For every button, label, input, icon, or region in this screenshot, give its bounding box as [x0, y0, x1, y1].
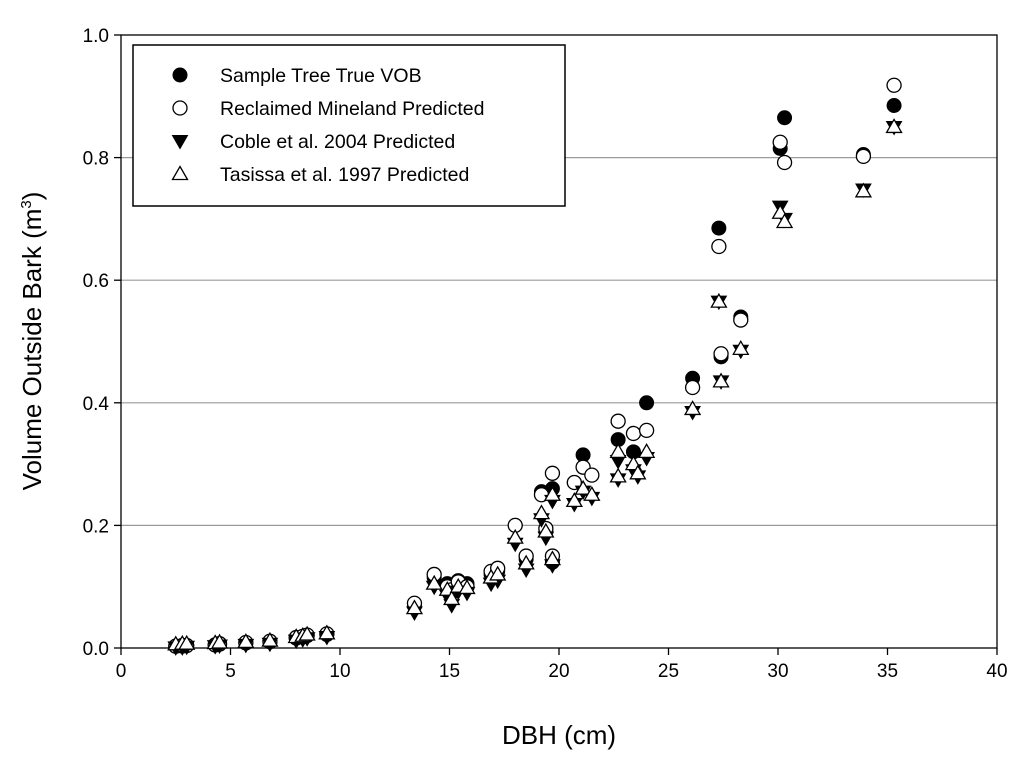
data-point: [458, 579, 476, 595]
data-point: [537, 522, 555, 538]
data-point: [772, 134, 788, 150]
data-point: [776, 154, 793, 171]
x-tick-label: 40: [986, 661, 1007, 682]
data-point: [712, 372, 730, 388]
y-tick-label: 0.0: [83, 639, 109, 660]
data-point: [711, 238, 727, 255]
legend-label-3: Coble et al. 2004 Predicted: [220, 131, 455, 153]
y-axis-title-end: ): [17, 192, 47, 201]
data-point: [638, 422, 655, 439]
data-point: [629, 464, 647, 480]
data-point: [405, 599, 424, 615]
data-point: [574, 479, 592, 495]
data-point: [318, 624, 336, 640]
data-point: [713, 346, 729, 362]
legend-label-4: Tasissa et al. 1997 Predicted: [220, 164, 469, 186]
x-tick-label: 20: [548, 661, 569, 682]
data-point: [777, 110, 793, 126]
legend-label-1: Sample Tree True VOB: [220, 65, 422, 87]
y-tick-label: 0.2: [83, 516, 109, 537]
data-point: [532, 504, 551, 520]
legend-box: [132, 44, 566, 207]
data-point: [237, 633, 255, 649]
data-point: [517, 554, 535, 570]
data-point: [625, 425, 642, 442]
legend-label-2: Reclaimed Mineland Predicted: [220, 98, 484, 120]
data-point: [543, 485, 562, 501]
data-point: [733, 312, 749, 328]
data-point: [298, 625, 316, 641]
data-point: [732, 340, 750, 356]
legend-marker-4: [171, 165, 189, 181]
x-tick-label: 30: [767, 661, 788, 682]
legend: Sample Tree True VOB Reclaimed Mineland P…: [132, 44, 566, 207]
x-axis-title: DBH (cm): [502, 720, 616, 750]
y-axis-title-main: Volume Outside Bark (m: [17, 209, 47, 491]
data-markers: [167, 77, 903, 656]
data-point: [637, 443, 656, 458]
y-tick-label: 0.4: [83, 394, 110, 415]
legend-marker-3: [171, 135, 189, 150]
data-point: [544, 465, 561, 481]
legend-marker-1: [172, 67, 188, 83]
y-tick-label: 1.0: [83, 26, 109, 47]
y-tick-label: 0.6: [83, 271, 109, 292]
x-tick-label: 35: [877, 661, 898, 682]
series-4: [167, 118, 903, 651]
data-point: [609, 443, 627, 458]
data-point: [443, 590, 461, 606]
data-point: [684, 379, 701, 396]
data-point: [609, 467, 627, 483]
x-tick-label: 15: [439, 661, 460, 682]
data-point: [854, 182, 873, 198]
data-point: [886, 77, 902, 93]
data-point: [885, 118, 903, 134]
x-tick-label: 25: [658, 661, 679, 682]
y-tick-label: 0.8: [83, 149, 109, 170]
data-point: [855, 148, 872, 165]
data-point: [506, 528, 524, 544]
data-point: [584, 467, 600, 483]
data-point: [610, 413, 626, 429]
data-point: [543, 550, 562, 566]
data-point: [210, 633, 229, 649]
x-tick-label: 10: [329, 661, 350, 682]
data-point: [886, 97, 902, 113]
data-point: [178, 634, 196, 650]
x-tick-label: 5: [225, 661, 236, 682]
data-point: [489, 565, 507, 581]
y-axis-title: Volume Outside Bark (m3): [17, 192, 47, 491]
data-point: [583, 485, 601, 501]
x-tick-label: 0: [116, 661, 127, 682]
legend-marker-2: [172, 100, 188, 116]
data-point: [683, 400, 702, 416]
y-axis-title-sup: 3: [18, 200, 35, 208]
data-point: [710, 292, 728, 308]
data-point: [261, 631, 279, 647]
data-point: [639, 395, 655, 411]
data-point: [425, 574, 443, 590]
data-point: [711, 220, 727, 236]
data-point: [775, 213, 794, 229]
axis-ticks: 0.0 0.2 0.4 0.6 0.8 1.0 0 5 10 15 20 25 30 35 40: [83, 26, 1008, 682]
data-point: [565, 492, 583, 508]
